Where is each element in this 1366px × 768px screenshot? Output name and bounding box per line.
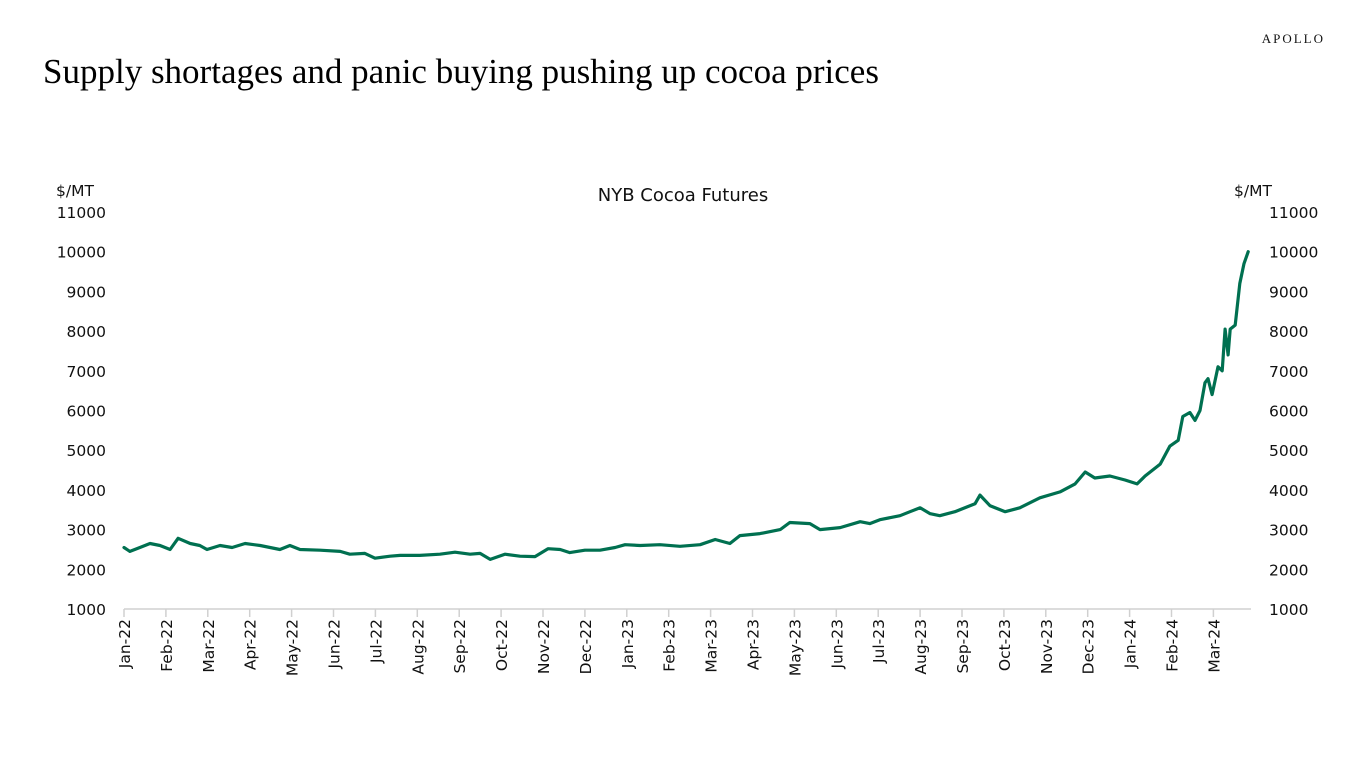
y-tick-label-left: 3000	[67, 522, 106, 540]
x-tick-label: Jan-24	[1122, 619, 1140, 669]
chart-title: NYB Cocoa Futures	[598, 185, 768, 206]
x-tick-label: Dec-22	[577, 619, 595, 674]
y-tick-label-left: 8000	[67, 323, 106, 341]
y-tick-label-left: 9000	[67, 283, 106, 301]
series-line-cocoa-futures	[122, 250, 1250, 561]
y-tick-label-right: 5000	[1269, 442, 1308, 460]
y-tick-label-right: 2000	[1269, 561, 1308, 579]
x-tick-label: Feb-23	[661, 619, 679, 672]
y-tick-label-right: 7000	[1269, 363, 1308, 381]
x-tick-label: Dec-23	[1080, 619, 1098, 674]
y-tick-label-left: 7000	[67, 363, 106, 381]
x-tick-label: Feb-22	[158, 619, 176, 672]
x-tick-label: Jun-22	[326, 619, 344, 670]
y-tick-label-right: 10000	[1269, 244, 1318, 262]
x-tick-label: Mar-22	[200, 619, 218, 673]
x-tick-label: Mar-24	[1205, 619, 1223, 673]
x-tick-label: Apr-23	[745, 619, 763, 670]
y-tick-label-right: 11000	[1269, 204, 1318, 222]
x-tick-label: Jul-23	[870, 619, 888, 664]
x-tick-label: Jun-23	[828, 619, 846, 670]
y-tick-label-left: 10000	[57, 244, 106, 262]
x-tick-label: Mar-23	[703, 619, 721, 673]
x-tick-label: Nov-23	[1038, 619, 1056, 674]
x-tick-label: Jan-22	[116, 619, 134, 669]
x-tick-label: May-23	[786, 619, 804, 676]
y-tick-label-left: 11000	[57, 204, 106, 222]
y-tick-label-left: 4000	[67, 482, 106, 500]
y-tick-label-right: 8000	[1269, 323, 1308, 341]
x-tick-label: May-22	[284, 619, 302, 676]
x-tick-label: Sep-22	[451, 619, 469, 674]
x-tick-label: Sep-23	[954, 619, 972, 674]
x-tick-label: Nov-22	[535, 619, 553, 674]
x-tick-label: Feb-24	[1164, 619, 1182, 672]
x-tick-label: Oct-22	[493, 619, 511, 671]
apollo-logo: APOLLO	[1261, 31, 1325, 46]
page-title: Supply shortages and panic buying pushin…	[43, 52, 879, 91]
y-tick-label-right: 3000	[1269, 522, 1308, 540]
y-tick-label-left: 6000	[67, 403, 106, 421]
y-tick-label-right: 6000	[1269, 403, 1308, 421]
y-axis-label-left: $/MT	[56, 182, 94, 200]
y-tick-label-left: 2000	[67, 561, 106, 579]
x-tick-label: Aug-22	[409, 619, 427, 675]
x-tick-label: Jul-22	[367, 619, 385, 664]
x-tick-label: Jan-23	[619, 619, 637, 669]
y-tick-label-left: 5000	[67, 442, 106, 460]
y-tick-label-right: 4000	[1269, 482, 1308, 500]
y-tick-label-left: 1000	[67, 601, 106, 619]
x-tick-label: Aug-23	[912, 619, 930, 675]
y-tick-label-right: 1000	[1269, 601, 1308, 619]
y-axis-label-right: $/MT	[1234, 182, 1272, 200]
x-tick-label: Oct-23	[996, 619, 1014, 671]
x-tick-label: Apr-22	[242, 619, 260, 670]
y-tick-label-right: 9000	[1269, 283, 1308, 301]
